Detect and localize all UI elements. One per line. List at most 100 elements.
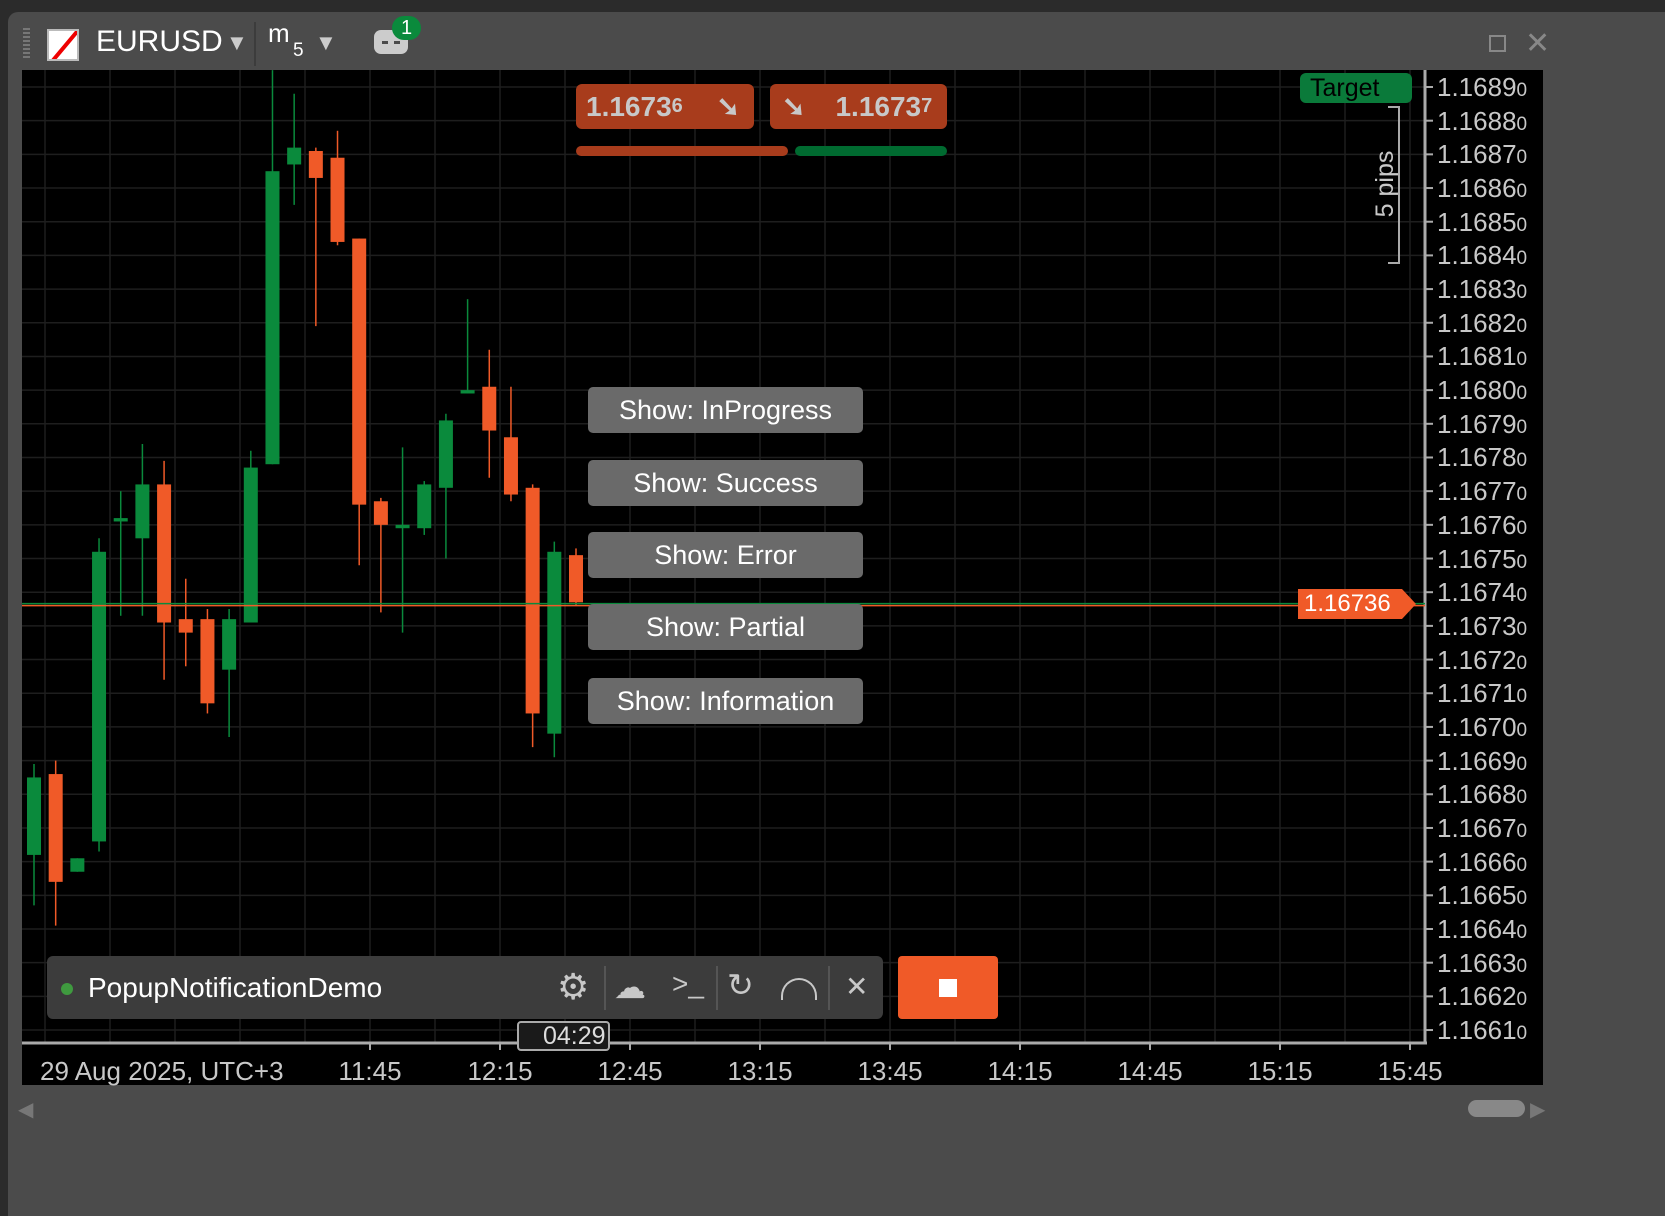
candle-body xyxy=(92,551,107,842)
price-axis-label: 1.16660 xyxy=(1437,846,1528,877)
buy-arrow-icon: ➘ xyxy=(782,91,806,122)
price-axis-label: 1.16610 xyxy=(1437,1015,1528,1046)
price-axis-label: 1.16710 xyxy=(1437,678,1528,709)
time-axis-label: 11:45 xyxy=(338,1056,402,1086)
bot-count-badge: 1 xyxy=(392,16,421,40)
price-axis-label: 1.16730 xyxy=(1437,610,1528,641)
price-axis-label: 1.16820 xyxy=(1437,307,1528,338)
bot-status-dot xyxy=(61,983,73,995)
price-axis-label: 1.16700 xyxy=(1437,711,1528,742)
timeframe-dropdown-icon[interactable]: ▼ xyxy=(315,30,337,55)
candle-body xyxy=(547,551,562,734)
time-axis-label: 13:15 xyxy=(727,1056,793,1086)
show-partial-button[interactable]: Show: Partial xyxy=(588,604,863,650)
bot-timer: 04:29 xyxy=(517,1021,610,1051)
backtest-icon[interactable]: ↻ xyxy=(727,967,754,1003)
candle-body xyxy=(113,518,128,522)
header-divider xyxy=(254,22,256,66)
price-axis-label: 1.16690 xyxy=(1437,745,1528,776)
candle-body xyxy=(265,171,280,465)
target-label[interactable]: Target xyxy=(1300,73,1412,103)
price-axis-label: 1.16840 xyxy=(1437,240,1528,271)
time-axis-label: 15:15 xyxy=(1247,1056,1313,1086)
price-axis-label: 1.16680 xyxy=(1437,779,1528,810)
candle-body xyxy=(178,619,193,633)
price-axis-label: 1.16620 xyxy=(1437,981,1528,1012)
sell-price-pip: 6 xyxy=(671,95,683,117)
symbol-dropdown-icon[interactable]: ▼ xyxy=(226,30,248,55)
time-axis-label: 15:45 xyxy=(1377,1056,1443,1086)
candle-body xyxy=(525,487,540,714)
stop-icon xyxy=(939,979,957,997)
show-information-button[interactable]: Show: Information xyxy=(588,678,863,724)
candle-body xyxy=(48,774,63,882)
price-axis-label: 1.16640 xyxy=(1437,914,1528,944)
candle-body xyxy=(70,858,85,872)
candle-body xyxy=(460,390,475,394)
pips-label: 5 pips xyxy=(1371,150,1399,218)
price-axis-label: 1.16720 xyxy=(1437,644,1528,675)
show-success-button[interactable]: Show: Success xyxy=(588,460,863,506)
gear-icon[interactable]: ⚙ xyxy=(557,966,590,1007)
popout-icon[interactable] xyxy=(1489,35,1506,52)
sell-volume-bar xyxy=(576,146,788,156)
buy-price-button[interactable]: ➘ 1.1673 7 xyxy=(770,84,947,129)
symbol-flag-icon[interactable] xyxy=(47,29,79,61)
scroll-right-icon[interactable]: ▶ xyxy=(1530,1099,1546,1121)
price-axis-label: 1.16870 xyxy=(1437,139,1528,170)
timeframe-letter[interactable]: m xyxy=(268,18,290,48)
horizontal-scrollbar-thumb[interactable] xyxy=(1468,1100,1525,1117)
show-inprogress-button[interactable]: Show: InProgress xyxy=(588,387,863,433)
divider xyxy=(828,966,830,1010)
time-axis-label: 13:45 xyxy=(857,1056,923,1086)
candle-body xyxy=(200,619,215,704)
buy-volume-bar xyxy=(795,146,947,156)
divider xyxy=(604,966,606,1010)
candle-body xyxy=(157,484,172,623)
symbol-label[interactable]: EURUSD xyxy=(96,25,223,58)
candle-body xyxy=(438,420,453,488)
candle-body xyxy=(417,484,432,529)
price-axis-label: 1.16650 xyxy=(1437,880,1528,911)
current-price-tag: 1.16736 xyxy=(1298,589,1402,619)
close-bot-icon[interactable]: ✕ xyxy=(845,971,869,1002)
price-axis-label: 1.16850 xyxy=(1437,206,1528,237)
price-axis-label: 1.16770 xyxy=(1437,476,1528,507)
candle-body xyxy=(222,619,237,670)
terminal-icon[interactable]: >_ xyxy=(672,968,704,999)
show-error-button[interactable]: Show: Error xyxy=(588,532,863,578)
candle-body xyxy=(503,437,518,495)
scroll-left-icon[interactable]: ◀ xyxy=(18,1099,34,1121)
price-axis-label: 1.16890 xyxy=(1437,72,1528,102)
candle-body xyxy=(352,238,367,505)
pips-ruler xyxy=(1388,106,1400,264)
price-axis-label: 1.16810 xyxy=(1437,341,1528,372)
candle-body xyxy=(287,147,302,165)
bot-toolbar xyxy=(47,956,883,1019)
candle-body xyxy=(482,386,497,431)
stop-bot-button[interactable] xyxy=(898,956,998,1019)
close-window-icon[interactable]: ✕ xyxy=(1525,27,1551,60)
candle-body xyxy=(135,484,150,539)
timeframe-number[interactable]: 5 xyxy=(293,40,304,61)
current-price-tag-arrow xyxy=(1402,589,1416,619)
cloud-run-icon[interactable]: ☁ xyxy=(614,969,646,1005)
candle-body xyxy=(308,150,323,178)
divider xyxy=(716,966,718,1010)
candle-body xyxy=(243,467,258,623)
price-axis-label: 1.16790 xyxy=(1437,408,1528,439)
time-axis-label: 12:15 xyxy=(467,1056,533,1086)
price-axis-label: 1.16860 xyxy=(1437,173,1528,204)
time-axis-label: 14:15 xyxy=(987,1056,1053,1086)
time-axis-label: 12:45 xyxy=(597,1056,663,1086)
drag-handle[interactable] xyxy=(23,28,30,60)
price-axis-label: 1.16780 xyxy=(1437,442,1528,473)
price-axis-label: 1.16750 xyxy=(1437,543,1528,574)
price-axis-label: 1.16670 xyxy=(1437,812,1528,843)
sell-price-button[interactable]: 1.1673 6 ➘ xyxy=(576,84,754,129)
price-axis-label: 1.16800 xyxy=(1437,375,1528,406)
price-axis-label: 1.16740 xyxy=(1437,577,1528,608)
sell-arrow-icon: ➘ xyxy=(716,91,740,122)
candle-body xyxy=(395,524,410,529)
